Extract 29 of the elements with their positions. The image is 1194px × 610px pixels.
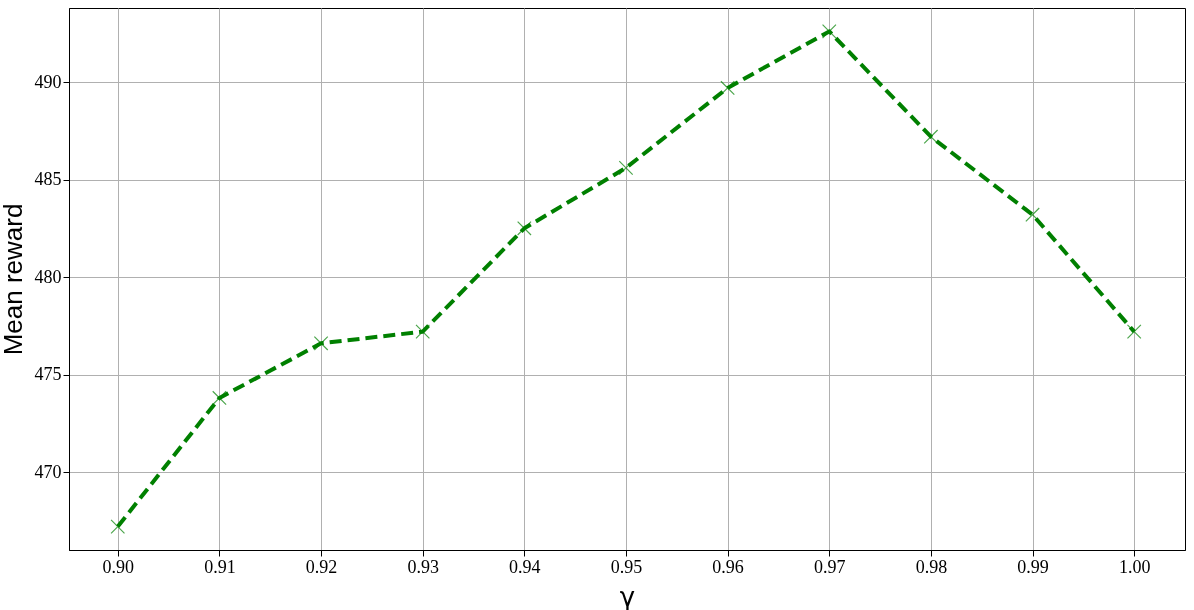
x-tick-label: 0.96 [712, 556, 744, 577]
y-tick-label: 470 [34, 461, 62, 482]
y-axis-title: Mean reward [0, 203, 28, 356]
x-tick-label: 0.97 [814, 556, 846, 577]
x-tick-label: 0.94 [509, 556, 541, 577]
x-tick-label: 0.90 [102, 556, 135, 577]
point [1126, 324, 1142, 339]
x-tick-label: 0.91 [204, 556, 236, 577]
point [1025, 207, 1040, 222]
x-axis-title: γ [619, 581, 636, 610]
point [923, 129, 939, 144]
x-tick-label: 1.00 [1118, 556, 1151, 577]
point [618, 160, 634, 176]
x-tick-label: 0.98 [915, 556, 948, 577]
point [212, 390, 227, 406]
x-tick-label: 0.95 [610, 556, 643, 577]
y-tick-label: 480 [34, 266, 62, 287]
x-tick-label: 0.99 [1017, 556, 1049, 577]
point [313, 336, 329, 351]
x-tick-label: 0.92 [305, 556, 338, 577]
y-tick-label: 490 [34, 71, 62, 92]
y-tick-label: 475 [34, 364, 62, 385]
y-tick-label: 485 [34, 169, 62, 190]
x-tick-label: 0.93 [407, 556, 439, 577]
point [110, 519, 126, 534]
point [821, 24, 837, 39]
point [415, 324, 431, 339]
point [720, 80, 735, 96]
point [517, 221, 532, 236]
